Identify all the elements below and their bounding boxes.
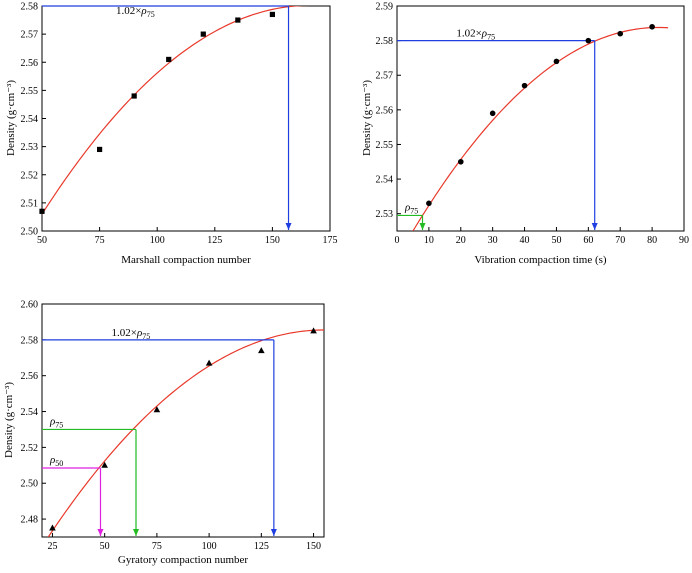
chart-panel-2: 0 10 20 30 40 50 60 70 80 90 2.53 2.54 2.55 2.56 2.57 2… (361, 2, 689, 267)
y-tick-label: 2.60 (21, 300, 39, 311)
data-point-square (166, 56, 172, 63)
y-tick-label: 2.50 (21, 479, 39, 490)
x-axis-label: Gyratory compaction number (118, 554, 248, 566)
reference-annotation-label: ρ75 (404, 201, 418, 215)
x-tick-label: 150 (265, 235, 280, 246)
data-point-square (39, 208, 45, 214)
y-tick-label: 2.52 (21, 170, 39, 181)
y-tick-label: 2.57 (21, 30, 39, 41)
fit-curve (47, 329, 324, 537)
data-point-square (97, 146, 103, 153)
chart-panel-1: 50 75 100 125 150 175 2.50 2.51 2.52 2.53 2.54 2.55… (5, 2, 338, 267)
data-point-square (269, 11, 275, 18)
arrow-down-icon (285, 223, 292, 230)
x-tick-label: 50 (100, 541, 110, 552)
y-tick-label: 2.54 (376, 175, 394, 186)
data-point-triangle (153, 406, 161, 413)
x-tick-label: 40 (520, 235, 530, 246)
y-tick-label: 2.51 (21, 198, 39, 209)
data-point-circle (553, 58, 560, 65)
x-tick-label: 0 (395, 235, 400, 246)
data-point-circle (649, 23, 655, 30)
y-tick-label: 2.57 (376, 71, 394, 82)
y-tick-label: 2.58 (21, 2, 39, 13)
data-point-triangle (205, 359, 213, 366)
x-tick-label: 30 (488, 235, 498, 246)
x-tick-label: 125 (207, 235, 222, 246)
data-point-triangle (49, 524, 56, 531)
y-tick-label: 2.56 (376, 105, 394, 116)
y-axis-label: Density (g·cm⁻³) (361, 80, 373, 156)
x-tick-label: 20 (456, 235, 466, 246)
x-tick-label: 50 (551, 235, 561, 246)
data-point-triangle (310, 327, 317, 334)
x-tick-label: 125 (254, 541, 269, 552)
y-tick-label: 2.53 (21, 142, 39, 153)
y-tick-label: 2.58 (376, 36, 394, 47)
data-point-square (131, 93, 137, 99)
y-tick-label: 2.55 (21, 86, 39, 97)
reference-annotation-label: ρ75 (49, 415, 63, 429)
arrow-down-icon (270, 529, 277, 536)
x-tick-label: 150 (306, 541, 321, 552)
data-point-circle (457, 158, 464, 165)
data-point-circle (585, 37, 592, 44)
x-axis-label: Vibration compaction time (s) (474, 254, 607, 266)
x-tick-label: 75 (152, 541, 162, 552)
data-point-circle (426, 200, 432, 207)
x-tick-label: 60 (583, 235, 593, 246)
fit-curve (42, 6, 310, 215)
plot-frame (396, 5, 685, 232)
arrow-down-icon (133, 529, 139, 536)
y-axis-label: Density (g·cm⁻³) (5, 80, 17, 156)
reference-annotation-label: 1.02×ρ75 (112, 327, 151, 341)
arrow-down-icon (591, 223, 598, 230)
x-axis-label: Marshall compaction number (121, 254, 251, 266)
reference-annotation-label: 1.02×ρ75 (116, 5, 155, 19)
y-tick-label: 2.53 (376, 209, 394, 220)
y-tick-label: 2.59 (376, 2, 394, 13)
data-point-circle (489, 110, 496, 117)
data-point-circle (521, 82, 528, 89)
arrow-down-icon (419, 223, 426, 230)
y-tick-label: 2.58 (21, 335, 39, 346)
y-tick-label: 2.52 (21, 443, 39, 454)
y-tick-label: 2.50 (21, 227, 39, 238)
y-tick-label: 2.56 (21, 58, 39, 69)
arrow-down-icon (97, 529, 104, 536)
x-tick-label: 100 (150, 235, 165, 246)
data-point-square (200, 31, 206, 37)
x-tick-label: 175 (323, 235, 338, 246)
y-tick-label: 2.48 (21, 515, 39, 526)
reference-annotation-label: 1.02×ρ75 (456, 28, 495, 42)
data-point-square (235, 17, 241, 23)
y-tick-label: 2.56 (21, 371, 39, 382)
y-axis-label: Density (g·cm⁻³) (3, 382, 15, 458)
y-tick-label: 2.54 (21, 114, 39, 125)
plot-frame (41, 5, 331, 232)
chart-panel-3: 25 50 75 100 125 150 2.48 2.50 2.52 2.54 2.56 2.58 2… (3, 300, 325, 566)
x-tick-label: 100 (202, 541, 217, 552)
x-tick-label: 70 (615, 235, 625, 246)
plot-frame (41, 303, 325, 538)
x-tick-label: 75 (95, 235, 105, 246)
reference-annotation-label: ρ50 (49, 454, 63, 468)
x-tick-label: 25 (47, 541, 57, 552)
x-tick-label: 90 (679, 235, 689, 246)
y-tick-label: 2.55 (376, 140, 394, 151)
data-point-triangle (258, 347, 265, 354)
y-tick-label: 2.54 (21, 407, 39, 418)
data-point-circle (617, 30, 624, 37)
x-tick-label: 80 (647, 235, 657, 246)
data-point-triangle (101, 461, 108, 468)
fit-curve (412, 26, 669, 231)
x-tick-label: 50 (37, 235, 47, 246)
x-tick-label: 10 (424, 235, 434, 246)
